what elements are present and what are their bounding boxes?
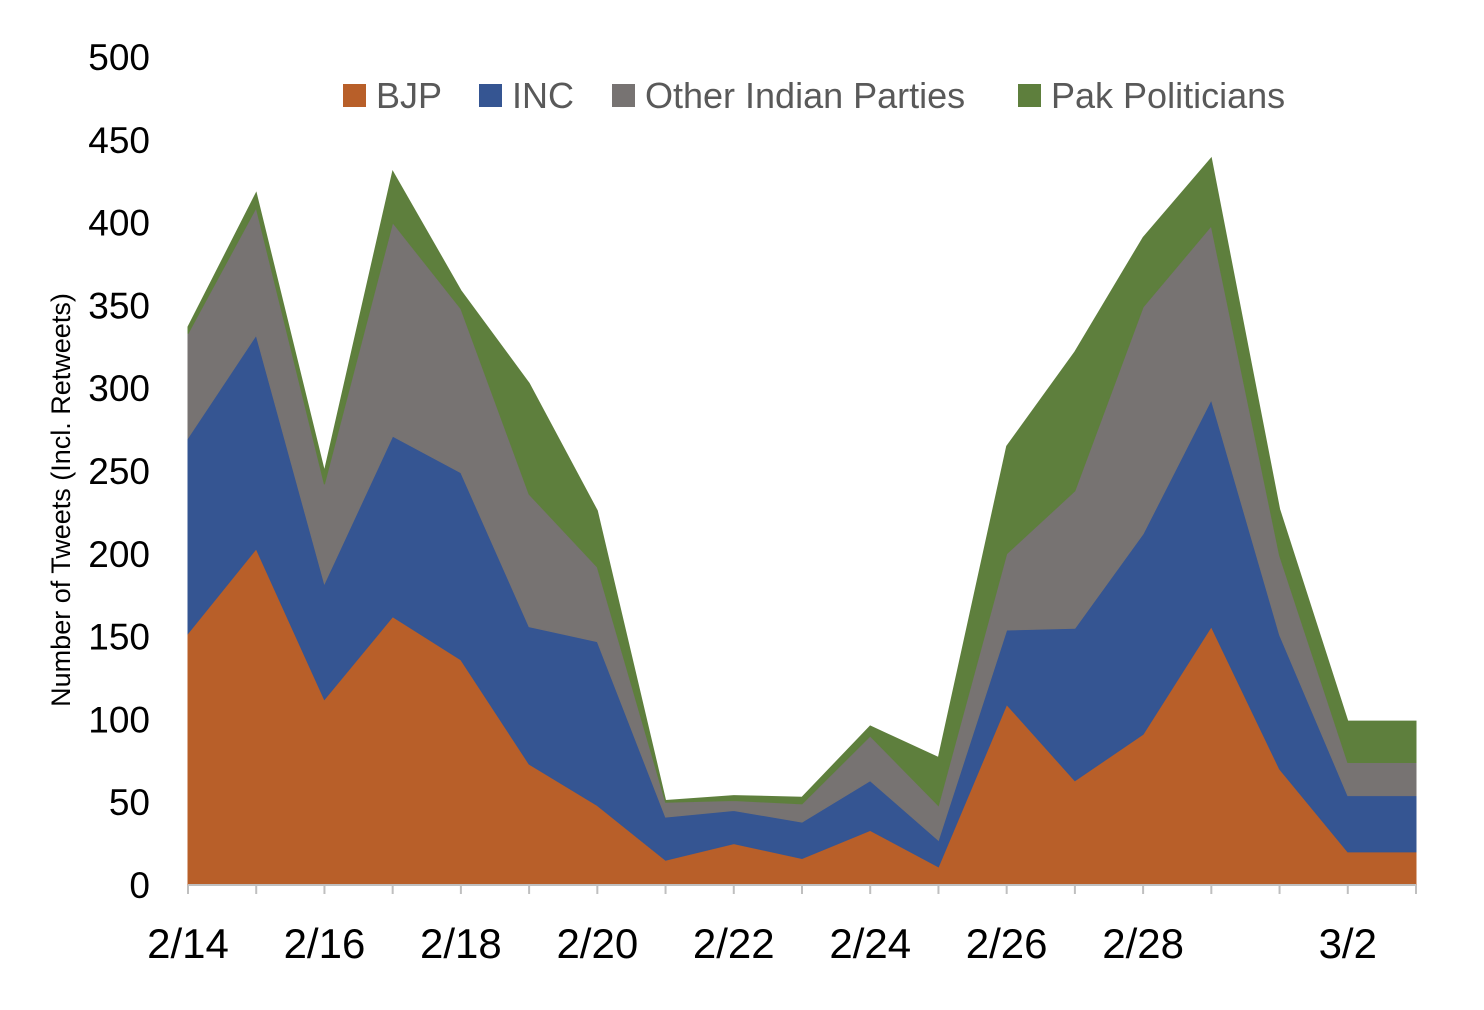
area-series-group xyxy=(187,156,1417,886)
legend-label-pak-politicians: Pak Politicians xyxy=(1051,75,1285,116)
y-tick-label: 100 xyxy=(88,699,150,740)
y-tick-label: 200 xyxy=(88,534,150,575)
x-tick-label: 2/20 xyxy=(556,920,638,967)
y-tick-label: 400 xyxy=(88,203,150,244)
y-tick-label: 50 xyxy=(109,782,150,823)
y-tick-label: 350 xyxy=(88,285,150,326)
area-pak-politicians xyxy=(187,156,1417,807)
legend: BJP INC Other Indian Parties Pak Politician… xyxy=(343,75,1285,116)
legend-swatch-inc xyxy=(479,84,502,107)
y-axis-label: Number of Tweets (Incl. Retweets) xyxy=(46,293,76,707)
y-tick-label: 150 xyxy=(88,617,150,658)
legend-label-inc: INC xyxy=(512,75,574,116)
x-axis-ticks: 2/14 2/16 2/18 2/20 2/22 2/24 2/26 2/28 3/2 xyxy=(147,885,1417,967)
x-tick-label: 2/14 xyxy=(147,920,229,967)
x-tick-label: 2/26 xyxy=(966,920,1048,967)
legend-swatch-other-indian-parties xyxy=(612,84,635,107)
legend-swatch-pak-politicians xyxy=(1018,84,1041,107)
legend-label-other-indian-parties: Other Indian Parties xyxy=(645,75,965,116)
legend-label-bjp: BJP xyxy=(376,75,442,116)
x-tick-label: 2/28 xyxy=(1102,920,1184,967)
y-axis-ticks: 0 50 100 150 200 250 300 350 400 450 500 xyxy=(88,37,150,906)
x-tick-label: 2/16 xyxy=(284,920,366,967)
x-tick-label: 3/2 xyxy=(1319,920,1377,967)
y-tick-label: 0 xyxy=(129,865,150,906)
x-tick-label: 2/22 xyxy=(693,920,775,967)
y-tick-label: 450 xyxy=(88,120,150,161)
y-tick-label: 500 xyxy=(88,37,150,78)
y-tick-label: 300 xyxy=(88,368,150,409)
legend-swatch-bjp xyxy=(343,84,366,107)
x-tick-label: 2/24 xyxy=(829,920,911,967)
y-tick-label: 250 xyxy=(88,451,150,492)
x-tick-label: 2/18 xyxy=(420,920,502,967)
